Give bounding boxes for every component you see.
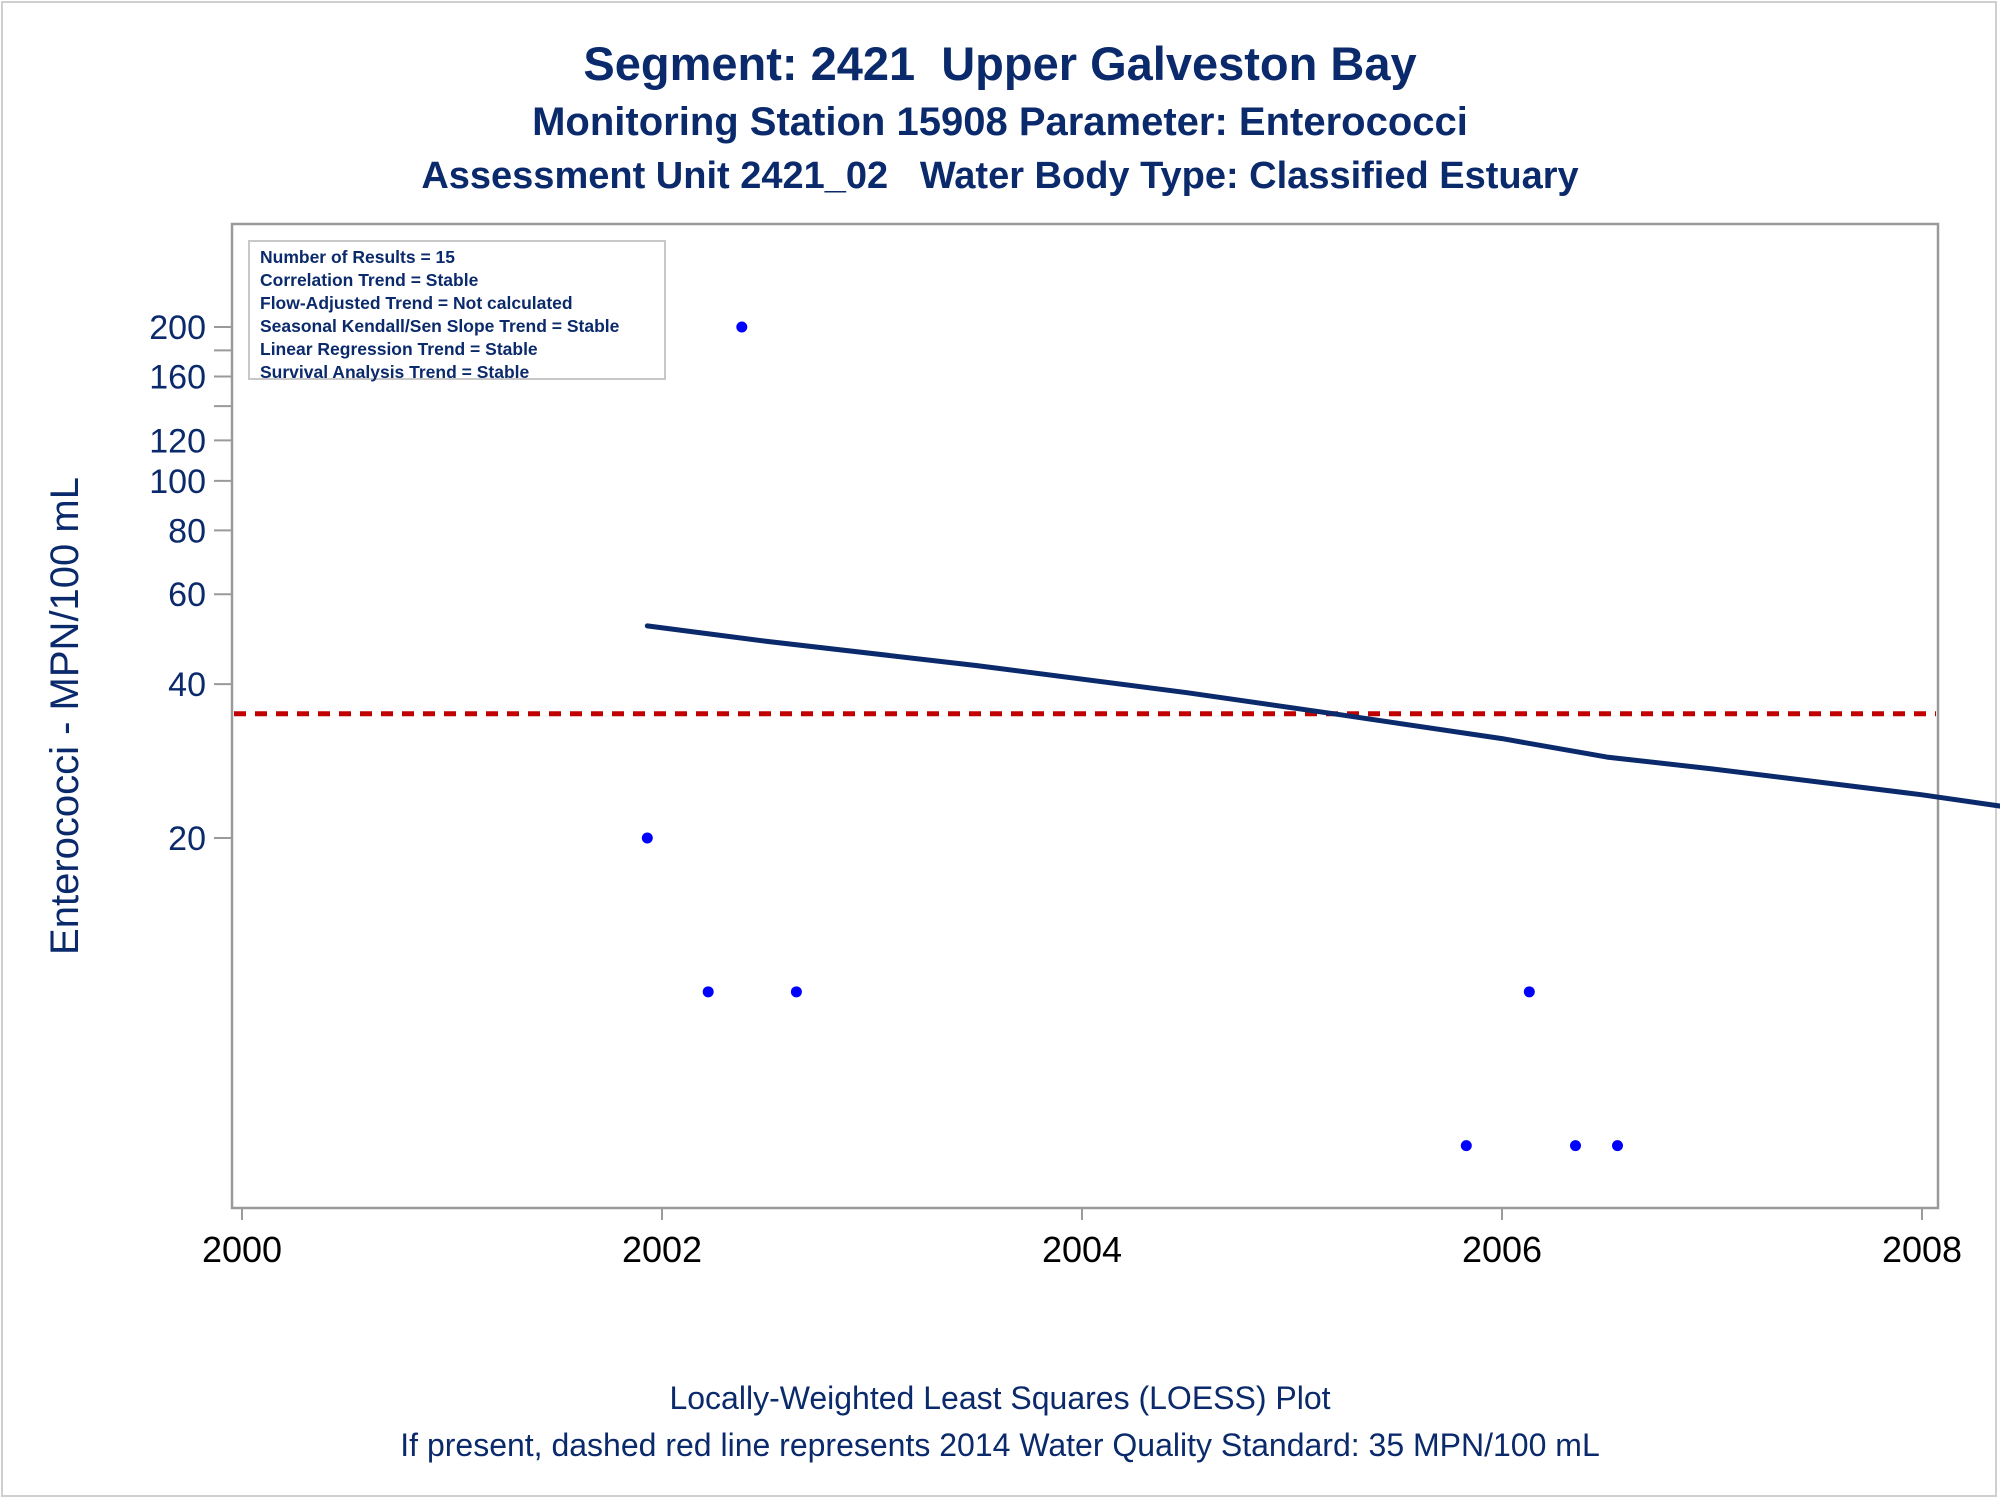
stat-flow-adjusted-trend: Flow-Adjusted Trend = Not calculated [260, 293, 573, 313]
stat-linear-regression-trend: Linear Regression Trend = Stable [260, 339, 538, 359]
y-tick-label: 80 [168, 512, 206, 550]
y-tick-label: 120 [149, 422, 206, 460]
y-tick-label: 200 [149, 309, 206, 347]
data-point [1612, 1140, 1623, 1152]
y-tick-label: 60 [168, 576, 206, 614]
trend-stats-box: Number of Results = 15 Correlation Trend… [248, 240, 666, 382]
data-point [1523, 986, 1535, 998]
data-point [736, 321, 748, 333]
x-tick-label: 2000 [202, 1229, 282, 1270]
axes-group: 2000200220042006200820102012201420162040… [43, 222, 1962, 1270]
stat-correlation-trend: Correlation Trend = Stable [260, 270, 479, 290]
footnote-loess: Locally-Weighted Least Squares (LOESS) P… [669, 1380, 1331, 1416]
data-point [641, 832, 653, 844]
loess-curve [644, 623, 2000, 809]
data-point [790, 986, 802, 998]
y-tick-label: 100 [149, 463, 206, 501]
plot-area-frame [230, 222, 1940, 1210]
chart-subtitle-assessment: Assessment Unit 2421_02 Water Body Type:… [421, 155, 1579, 197]
data-point [702, 986, 714, 998]
loess-group [644, 623, 2000, 809]
y-axis-label: Enterococci - MPN/100 mL [43, 477, 87, 955]
stat-seasonal-kendall-trend: Seasonal Kendall/Sen Slope Trend = Stabl… [260, 316, 620, 336]
y-tick-label: 160 [149, 359, 206, 397]
y-tick-label: 20 [168, 820, 206, 858]
chart-title: Segment: 2421 Upper Galveston Bay [583, 37, 1417, 90]
data-points-group [641, 321, 1623, 1152]
data-point [1570, 1140, 1581, 1152]
stat-number-of-results: Number of Results = 15 [260, 247, 455, 267]
x-tick-label: 2004 [1042, 1229, 1122, 1270]
chart-subtitle-station: Monitoring Station 15908 Parameter: Ente… [532, 100, 1468, 144]
x-tick-label: 2006 [1462, 1229, 1542, 1270]
y-tick-label: 40 [168, 666, 206, 704]
x-tick-label: 2002 [622, 1229, 702, 1270]
data-point [1460, 1140, 1472, 1152]
x-tick-label: 2008 [1882, 1229, 1962, 1270]
stat-survival-analysis-trend: Survival Analysis Trend = Stable [260, 362, 530, 382]
footnote-standard: If present, dashed red line represents 2… [400, 1427, 1600, 1463]
